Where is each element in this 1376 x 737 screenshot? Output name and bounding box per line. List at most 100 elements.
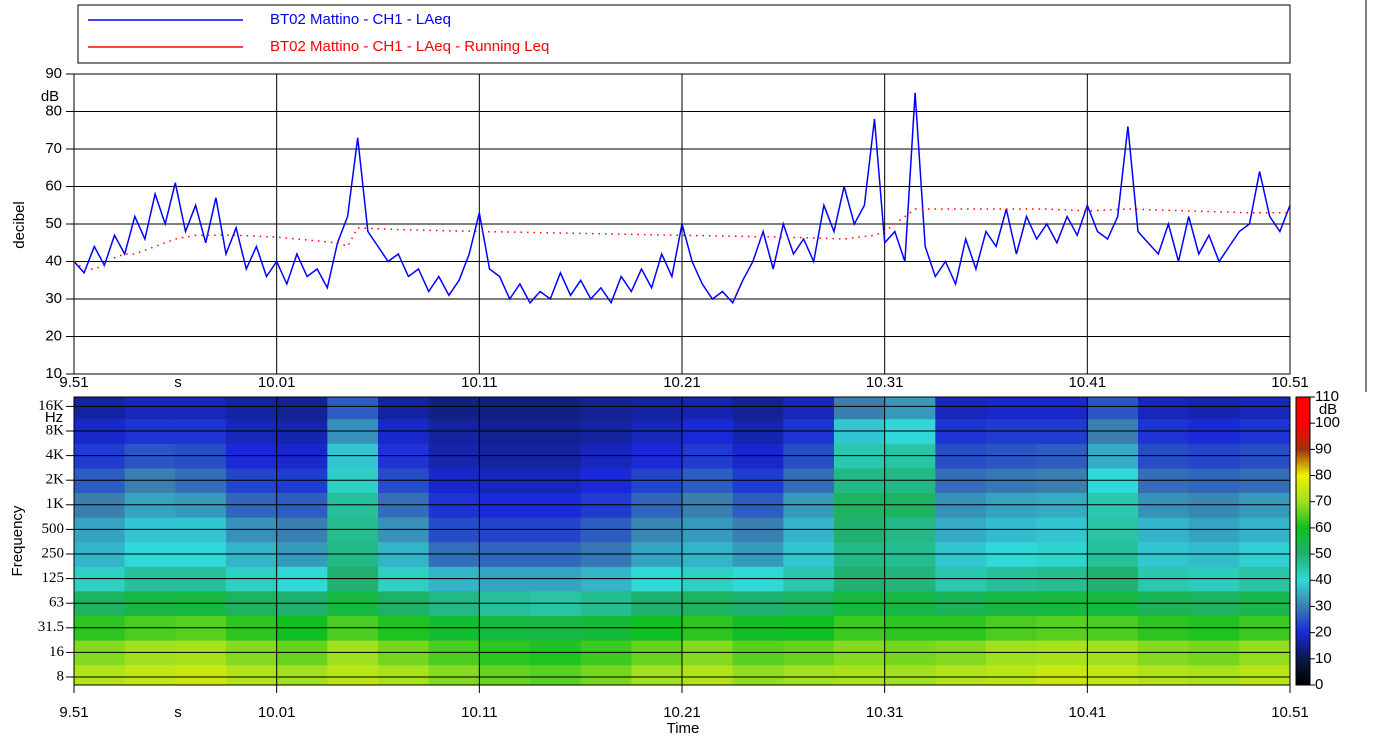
- colorbar-tick-label: 100: [1315, 414, 1340, 431]
- heatmap-cell: [1087, 397, 1139, 420]
- heatmap-cell: [884, 664, 936, 685]
- x-tick-label: 10.41: [1069, 704, 1107, 721]
- heatmap-cell: [479, 397, 531, 420]
- heatmap-cell: [276, 664, 328, 685]
- y-tick-label: 20: [45, 327, 62, 344]
- heatmap-cell: [124, 664, 176, 685]
- y-tick-label: 16: [49, 644, 65, 660]
- colorbar-tick-label: 20: [1315, 624, 1332, 641]
- y-tick-label: 63: [49, 595, 64, 611]
- legend-label: BT02 Mattino - CH1 - LAeq - Running Leq: [270, 38, 549, 55]
- colorbar-tick-label: 60: [1315, 519, 1332, 536]
- x-tick-label: 10.51: [1271, 704, 1309, 721]
- x-tick-label: 10.11: [461, 374, 497, 391]
- heatmap-cell: [783, 664, 835, 685]
- heatmap-cell: [74, 664, 126, 685]
- heatmap-cell: [1188, 664, 1240, 685]
- y-tick-label: 125: [42, 570, 65, 586]
- colorbar-tick-label: 70: [1315, 493, 1332, 510]
- heatmap-cell: [732, 664, 784, 685]
- heatmap-cell: [1036, 397, 1088, 420]
- x-tick-label: 9.51: [59, 704, 88, 721]
- heatmap-cell: [226, 664, 278, 685]
- y-tick-label: 10: [45, 365, 62, 382]
- x-tick-label: 10.01: [258, 374, 296, 391]
- y-unit: Hz: [45, 409, 63, 426]
- heatmap-cell: [175, 397, 227, 420]
- colorbar-tick-label: 90: [1315, 440, 1332, 457]
- x-tick-label: 10.41: [1069, 374, 1107, 391]
- x-tick-label: 9.51: [59, 374, 88, 391]
- y-tick-label: 8: [57, 668, 65, 684]
- y-tick-label: 500: [42, 521, 65, 537]
- y-tick-label: 30: [45, 290, 62, 307]
- y-tick-label: 50: [45, 215, 62, 232]
- y-tick-label: 250: [42, 545, 65, 561]
- colorbar-tick-label: 50: [1315, 545, 1332, 562]
- colorbar-tick-label: 110: [1315, 388, 1339, 405]
- series-line: [74, 92, 1290, 305]
- heatmap-cell: [276, 397, 328, 420]
- heatmap-cell: [986, 664, 1038, 685]
- heatmap-cell: [783, 397, 835, 420]
- heatmap-cell: [327, 664, 379, 685]
- y-unit: dB: [41, 88, 59, 105]
- plot-frame: [73, 396, 1291, 686]
- heatmap-cell: [378, 664, 430, 685]
- colorbar: [1295, 396, 1311, 686]
- x-tick-label: 10.31: [866, 374, 904, 391]
- heatmap-cell: [74, 397, 126, 420]
- x-tick-label: 10.21: [663, 374, 701, 391]
- x-tick-label: 10.11: [461, 704, 497, 721]
- x-axis-label: Time: [667, 720, 700, 737]
- heatmap-cell: [1138, 664, 1190, 685]
- colorbar-tick-label: 30: [1315, 597, 1332, 614]
- y-tick-label: 80: [45, 102, 62, 119]
- y-tick-label: 31.5: [38, 619, 64, 635]
- x-unit: s: [174, 374, 182, 391]
- heatmap-cell: [124, 397, 176, 420]
- heatmap-cell: [175, 664, 227, 685]
- heatmap-cell: [1239, 397, 1290, 420]
- heatmap-cell: [682, 664, 734, 685]
- legend-box: [77, 4, 1291, 64]
- heatmap-cell: [428, 397, 480, 420]
- heatmap-cell: [935, 664, 987, 685]
- y-axis-label: decibel: [11, 201, 28, 249]
- x-tick-label: 10.21: [663, 704, 701, 721]
- y-tick-label: 8K: [46, 422, 65, 438]
- colorbar-tick-label: 0: [1315, 676, 1323, 693]
- colorbar-unit: dB: [1319, 401, 1337, 418]
- y-tick-label: 90: [45, 65, 62, 82]
- heatmap-cell: [631, 397, 683, 420]
- heatmap-cell: [986, 397, 1038, 420]
- heatmap-cell: [1138, 397, 1190, 420]
- x-tick-label: 10.51: [1271, 374, 1309, 391]
- y-tick-label: 70: [45, 140, 62, 157]
- heatmap-cell: [226, 397, 278, 420]
- heatmap-cell: [378, 397, 430, 420]
- heatmap-cell: [834, 664, 886, 685]
- y-tick-label: 16K: [38, 398, 64, 414]
- legend-label: BT02 Mattino - CH1 - LAeq: [270, 11, 451, 28]
- y-tick-label: 4K: [46, 447, 65, 463]
- heatmap-cell: [935, 397, 987, 420]
- y-axis-label: Frequency: [9, 505, 26, 576]
- heatmap-cell: [682, 397, 734, 420]
- y-tick-label: 1K: [46, 496, 65, 512]
- heatmap-cell: [479, 664, 531, 685]
- colorbar-tick-label: 40: [1315, 571, 1332, 588]
- heatmap-cell: [530, 664, 582, 685]
- series-line: [74, 208, 1290, 270]
- x-tick-label: 10.01: [258, 704, 296, 721]
- heatmap-cell: [631, 664, 683, 685]
- series-group: [74, 92, 1290, 305]
- heatmap-cell: [580, 397, 632, 420]
- y-tick-label: 2K: [46, 472, 65, 488]
- heatmap-cell: [1036, 664, 1088, 685]
- y-tick-label: 40: [45, 252, 62, 269]
- heatmap-cell: [428, 664, 480, 685]
- colorbar-tick-label: 10: [1315, 650, 1332, 667]
- x-tick-label: 10.31: [866, 704, 904, 721]
